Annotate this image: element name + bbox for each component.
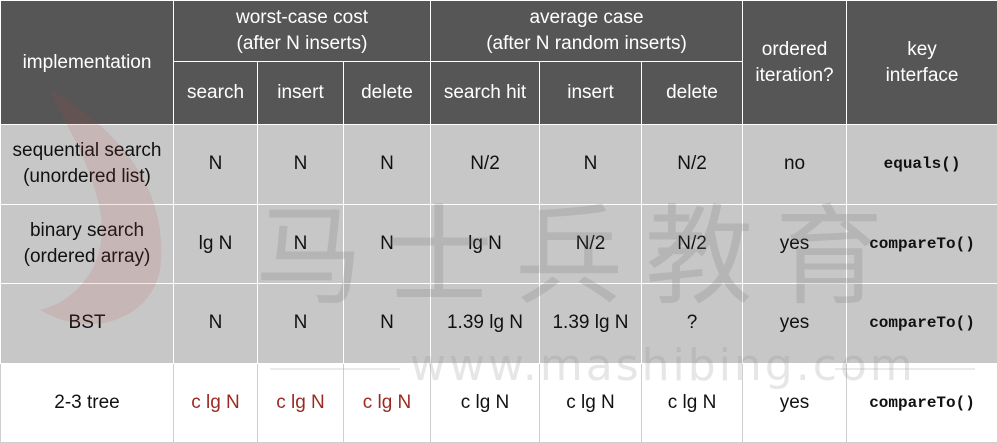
impl-cell: sequential search (unordered list) [0, 124, 174, 205]
avg-insert-cell: N/2 [539, 203, 642, 284]
avg-delete-cell: c lg N [640, 362, 744, 443]
impl-cell: BST [0, 283, 174, 364]
key-interface-cell: compareTo() [846, 362, 997, 443]
worst-delete-cell: N [343, 203, 431, 284]
avg-insert-cell: c lg N [539, 362, 642, 443]
impl-cell: binary search (ordered array) [0, 203, 174, 284]
header-worst-case-line1: worst-case cost [236, 7, 368, 28]
header-ordered-line1: ordered [761, 38, 828, 60]
header-ordered-line2: iteration? [755, 64, 834, 86]
impl-name: sequential search [12, 140, 162, 162]
table-row: sequential search (unordered list) N N N … [0, 124, 997, 205]
header-key-line1: key [907, 38, 937, 60]
subheader-avg-insert: insert [539, 61, 642, 125]
subheader-worst-insert: insert [257, 61, 344, 125]
header-key-interface: key interface [846, 0, 997, 125]
avg-delete-cell: ? [640, 283, 744, 364]
worst-search-cell: N [173, 124, 258, 205]
impl-name: binary search [29, 219, 145, 241]
header-row-sub: search insert delete search hit insert d… [1, 61, 997, 125]
impl-cell: 2-3 tree [0, 362, 174, 443]
header-average-case: average case (after N random inserts) [429, 0, 744, 62]
header-average-case-line1: average case [529, 7, 644, 28]
header-worst-case: worst-case cost (after N inserts) [173, 0, 431, 62]
ordered-cell: yes [742, 283, 848, 364]
worst-search-cell: N [173, 283, 258, 364]
header-implementation: implementation [0, 0, 174, 125]
key-interface-cell: compareTo() [846, 203, 997, 284]
header-ordered-iteration: ordered iteration? [742, 0, 848, 125]
avg-search-hit-cell: 1.39 lg N [430, 283, 540, 364]
header-key-line2: interface [885, 64, 959, 86]
ordered-cell: yes [742, 203, 848, 284]
worst-delete-cell: N [343, 124, 431, 205]
avg-insert-cell: N [539, 124, 642, 205]
header-row-top: implementation worst-case cost (after N i… [0, 0, 997, 125]
worst-delete-cell: N [343, 283, 431, 364]
table-header: implementation worst-case cost (after N i… [0, 0, 997, 125]
table-row: 2-3 tree c lg N c lg N c lg N c lg N c l… [0, 362, 997, 443]
worst-insert-cell: N [257, 124, 344, 205]
avg-search-hit-cell: c lg N [430, 362, 540, 443]
avg-delete-cell: N/2 [640, 124, 744, 205]
avg-insert-cell: 1.39 lg N [539, 283, 642, 364]
avg-search-hit-cell: lg N [430, 203, 540, 284]
worst-delete-cell: c lg N [343, 362, 431, 443]
worst-insert-cell: N [257, 203, 344, 284]
header-worst-case-line2: (after N inserts) [236, 33, 368, 54]
subheader-avg-search-hit: search hit [430, 61, 540, 125]
worst-insert-cell: c lg N [257, 362, 344, 443]
worst-search-cell: lg N [173, 203, 258, 284]
table-row: binary search (ordered array) lg N N N lg… [0, 203, 997, 284]
subheader-worst-search: search [173, 61, 258, 125]
header-average-case-line2: (after N random inserts) [486, 33, 687, 54]
key-interface-cell: equals() [846, 124, 997, 205]
avg-search-hit-cell: N/2 [430, 124, 540, 205]
worst-search-cell: c lg N [173, 362, 258, 443]
worst-insert-cell: N [257, 283, 344, 364]
subheader-worst-delete: delete [343, 61, 431, 125]
avg-delete-cell: N/2 [640, 203, 744, 284]
key-interface-cell: compareTo() [846, 283, 997, 364]
subheader-avg-delete: delete [640, 61, 744, 125]
ordered-cell: no [742, 124, 848, 205]
table-row: BST N N N 1.39 lg N 1.39 lg N ? yes comp… [0, 283, 997, 364]
table-body: sequential search (unordered list) N N N … [0, 124, 997, 443]
ordered-cell: yes [742, 362, 848, 443]
impl-detail: (ordered array) [23, 245, 151, 267]
impl-detail: (unordered list) [23, 166, 151, 188]
